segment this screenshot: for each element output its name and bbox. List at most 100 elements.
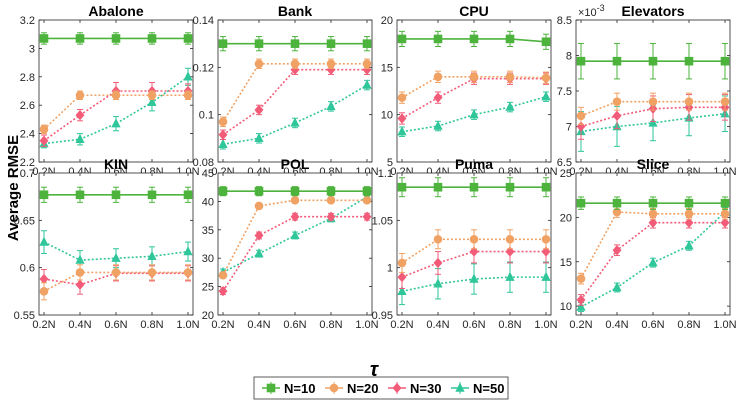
data-point <box>648 217 658 228</box>
panel-pol: POL 20 25 30 35 40 45 0.2N 0.4N 0.6N 0.8N 1.0N <box>202 156 379 331</box>
series-n-20 <box>397 70 551 104</box>
data-point <box>254 230 264 241</box>
data-point <box>576 56 586 66</box>
data-point <box>111 268 121 277</box>
data-point <box>505 271 515 281</box>
x-tick-label: 0.2N <box>211 319 234 331</box>
data-point <box>75 190 85 200</box>
data-point <box>612 281 622 292</box>
data-point <box>183 90 193 100</box>
x-tick-label: 0.8N <box>140 319 163 331</box>
data-point <box>433 34 443 44</box>
data-point <box>648 97 658 106</box>
data-point <box>612 198 622 208</box>
data-point <box>469 273 479 283</box>
data-point <box>362 211 372 222</box>
y-tick-label: 0.14 <box>193 15 214 27</box>
data-point <box>147 268 157 277</box>
data-point <box>362 186 372 196</box>
data-point <box>433 257 443 269</box>
x-tick-label: 0.6N <box>104 319 127 331</box>
series-n-20 <box>218 58 372 127</box>
y-tick-label: 10 <box>381 110 393 122</box>
y-tick-label: 0.7 <box>20 168 35 180</box>
data-point <box>469 72 479 82</box>
data-point <box>505 234 515 244</box>
series-n-50 <box>397 91 551 137</box>
legend-item-n-20: N=20 <box>325 381 378 396</box>
legend: N=10 N=20 N=30 N=50 <box>253 376 509 400</box>
data-point <box>576 111 586 121</box>
data-point <box>433 182 443 192</box>
data-point <box>254 248 264 258</box>
data-point <box>290 211 300 222</box>
data-point <box>576 121 586 132</box>
data-point <box>648 56 658 66</box>
panel-title: Puma <box>455 156 493 172</box>
series-line <box>401 95 547 133</box>
data-point <box>397 285 407 296</box>
y-tick-label: 20 <box>381 15 393 27</box>
series-n-20 <box>397 229 551 273</box>
x-tick-label: 0.6N <box>283 319 306 331</box>
series-line <box>580 100 725 117</box>
y-tick-label: 0.12 <box>193 62 214 74</box>
data-point <box>147 250 157 261</box>
data-point <box>648 257 658 267</box>
data-point <box>541 73 551 83</box>
y-tick-label: 45 <box>202 168 214 180</box>
data-point <box>612 97 622 106</box>
y-tick-label: 2.6 <box>20 100 35 112</box>
data-point <box>576 294 586 306</box>
series-line <box>43 272 188 286</box>
data-point <box>147 34 157 43</box>
x-tick-label: 1.0N <box>176 319 199 331</box>
data-point <box>433 278 443 288</box>
series-n-20 <box>39 264 193 301</box>
x-tick-label: 0.4N <box>605 319 628 331</box>
data-point <box>397 258 407 268</box>
panel-title: CPU <box>459 3 489 19</box>
data-point <box>147 96 157 107</box>
data-point <box>684 56 694 66</box>
series-line <box>222 199 367 276</box>
data-point <box>469 234 479 244</box>
data-point <box>433 120 443 130</box>
y-tick-label: 15 <box>560 257 572 269</box>
data-point <box>648 117 658 127</box>
data-point <box>612 110 622 122</box>
y-tick-label: 0.6 <box>20 263 35 275</box>
y-tick-label: 2.2 <box>20 157 35 169</box>
data-point <box>612 245 622 256</box>
data-point <box>111 252 121 262</box>
data-point <box>397 271 407 283</box>
data-point <box>147 190 157 200</box>
series-n-10 <box>218 36 372 52</box>
series-n-50 <box>218 79 372 150</box>
series-n-50 <box>397 261 551 306</box>
data-point <box>218 138 228 148</box>
series-n-30 <box>576 216 730 306</box>
data-point <box>397 34 407 44</box>
y-tick-label: 2.8 <box>20 72 35 84</box>
x-tick-label: 0.2N <box>569 319 592 331</box>
series-line <box>43 90 188 142</box>
data-point <box>433 72 443 82</box>
data-point <box>397 182 407 192</box>
panel-elevators: Elevators×10-36.577.588.50.2N 0.4N 0.6N 0.8… <box>557 3 737 178</box>
series-n-10 <box>576 42 730 80</box>
data-point <box>505 101 515 111</box>
series-n-20 <box>218 195 372 280</box>
y-tick-label: 25 <box>202 282 214 294</box>
y-tick-label: 10 <box>560 301 572 313</box>
data-point <box>720 217 730 228</box>
x-tick-label: 0.8N <box>498 319 521 331</box>
data-point <box>39 190 49 200</box>
data-point <box>290 39 300 48</box>
y-tick-label: 0.95 <box>372 310 393 322</box>
data-point <box>326 195 336 205</box>
data-point <box>111 118 121 128</box>
